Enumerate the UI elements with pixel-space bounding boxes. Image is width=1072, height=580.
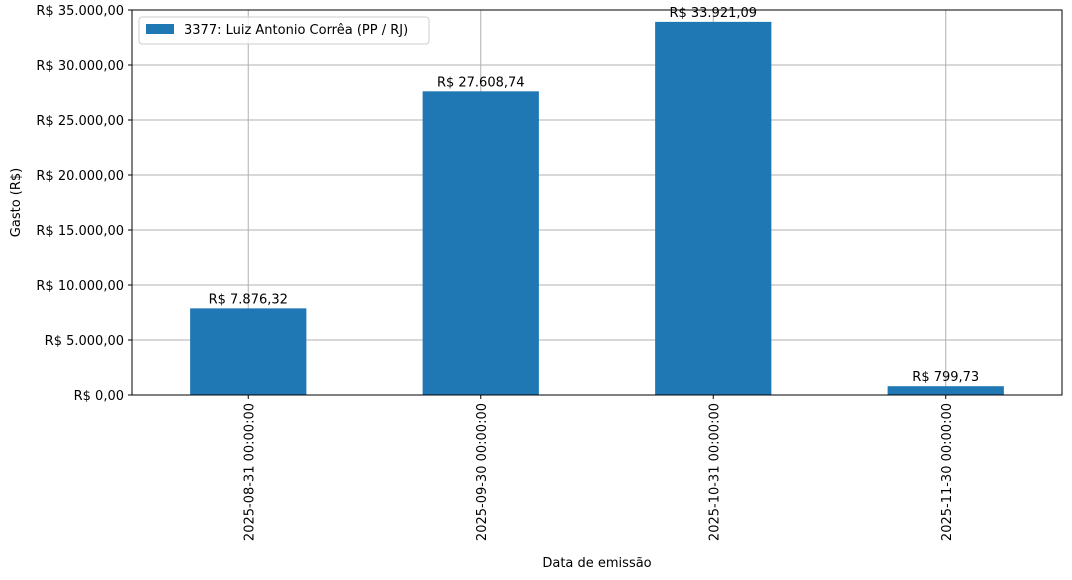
y-axis-title: Gasto (R$) <box>9 168 24 237</box>
y-axis-ticks: R$ 0,00 R$ 5.000,00 R$ 10.000,00 R$ 15.000,… <box>36 4 132 404</box>
legend-box <box>138 16 430 45</box>
legend: 3377: Luiz Antonio Corrêa (PP / RJ) <box>138 16 430 45</box>
bar <box>190 308 307 395</box>
bars <box>190 21 1004 395</box>
y-tick-label: R$ 10.000,00 <box>36 279 124 294</box>
x-tick-label: 2025-11-30 00:00:00 <box>940 403 955 541</box>
bar-value-label: R$ 7.876,32 <box>209 292 288 307</box>
y-tick-label: R$ 15.000,00 <box>36 224 124 239</box>
y-tick-label: R$ 25.000,00 <box>36 114 124 129</box>
data-labels: R$ 7.876,32 R$ 27.608,74 R$ 33.921,09 R$ 79… <box>209 6 980 385</box>
bar <box>887 386 1004 395</box>
y-tick-label: R$ 0,00 <box>74 389 124 404</box>
x-tick-label: 2025-09-30 00:00:00 <box>475 403 490 541</box>
y-tick-label: R$ 30.000,00 <box>36 59 124 74</box>
y-tick-label: R$ 5.000,00 <box>45 334 124 349</box>
y-tick-label: R$ 35.000,00 <box>36 4 124 19</box>
x-axis-title: Data de emissão <box>542 556 651 571</box>
bar-value-label: R$ 27.608,74 <box>437 75 525 90</box>
plot-frame <box>131 9 1063 396</box>
bar <box>422 91 539 395</box>
y-tick-label: R$ 20.000,00 <box>36 169 124 184</box>
x-tick-label: 2025-10-31 00:00:00 <box>707 403 722 541</box>
x-tick-label: 2025-08-31 00:00:00 <box>242 403 257 541</box>
bar <box>655 21 772 395</box>
x-axis-ticks: 2025-08-31 00:00:00 2025-09-30 00:00:00 20… <box>242 395 955 541</box>
bar-value-label: R$ 799,73 <box>912 370 979 385</box>
bar-value-label: R$ 33.921,09 <box>669 6 757 21</box>
legend-label: 3377: Luiz Antonio Corrêa (PP / RJ) <box>184 23 408 38</box>
legend-swatch <box>146 24 174 34</box>
